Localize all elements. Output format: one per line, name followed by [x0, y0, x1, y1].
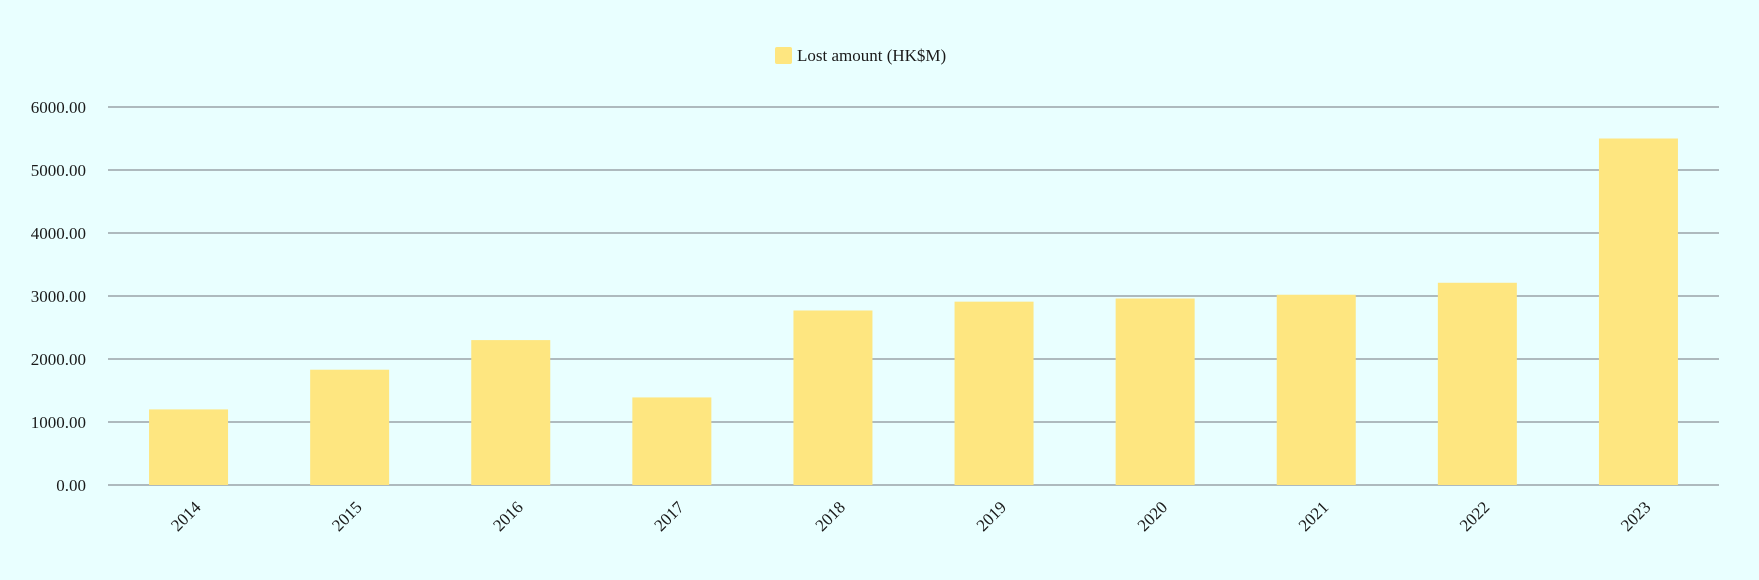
x-tick-label: 2018 — [812, 498, 849, 535]
x-axis-ticks: 2014 2015 2016 2017 2018 2019 2020 2021 2022 2023 — [167, 497, 1654, 535]
bar-2023 — [1598, 138, 1678, 485]
bar-2014 — [149, 409, 229, 485]
x-tick-label: 2019 — [973, 498, 1010, 535]
legend-label: Lost amount (HK$M) — [797, 46, 946, 65]
y-tick-label: 5000.00 — [31, 161, 86, 180]
x-tick-label: 2016 — [489, 498, 526, 535]
y-tick-label: 4000.00 — [31, 224, 86, 243]
bar-2015 — [310, 369, 390, 485]
bars — [149, 138, 1678, 485]
x-tick-label: 2014 — [167, 497, 205, 535]
bar-2018 — [793, 310, 873, 485]
bar-2022 — [1437, 282, 1517, 485]
legend-swatch — [775, 47, 792, 64]
bar-2021 — [1276, 294, 1356, 485]
x-tick-label: 2021 — [1295, 498, 1332, 535]
x-tick-label: 2023 — [1617, 498, 1654, 535]
y-tick-label: 0.00 — [56, 476, 86, 495]
x-tick-label: 2017 — [650, 497, 688, 535]
bar-2016 — [471, 340, 551, 485]
x-tick-label: 2020 — [1134, 498, 1171, 535]
bar-2017 — [632, 397, 712, 485]
bar-2020 — [1115, 298, 1195, 485]
y-tick-label: 1000.00 — [31, 413, 86, 432]
x-tick-label: 2015 — [328, 498, 365, 535]
bar-2019 — [954, 301, 1034, 485]
legend: Lost amount (HK$M) — [775, 46, 946, 65]
y-tick-label: 6000.00 — [31, 98, 86, 117]
y-tick-label: 2000.00 — [31, 350, 86, 369]
y-tick-label: 3000.00 — [31, 287, 86, 306]
y-axis-ticks: 0.00 1000.00 2000.00 3000.00 4000.00 5000.00 6… — [31, 98, 86, 495]
x-tick-label: 2022 — [1456, 498, 1493, 535]
